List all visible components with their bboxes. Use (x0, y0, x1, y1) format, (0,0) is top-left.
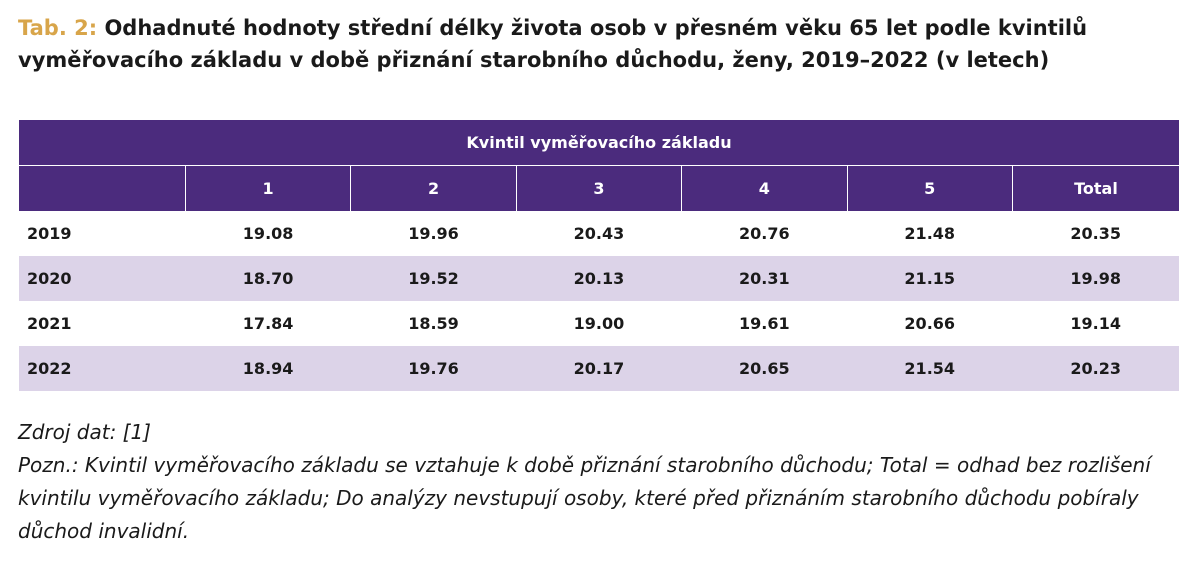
table-row: 2020 18.70 19.52 20.13 20.31 21.15 19.98 (19, 256, 1179, 301)
table-cell: 19.76 (350, 346, 517, 391)
table-row: 2021 17.84 18.59 19.00 19.61 20.66 19.14 (19, 301, 1179, 346)
table-cell: 20.35 (1070, 224, 1122, 243)
table-cell: 21.48 (904, 224, 956, 243)
column-header-row: 1 2 3 4 5 Total (19, 165, 1179, 211)
table-cell: 20.23 (1012, 346, 1179, 391)
explanatory-note: Pozn.: Kvintil vyměřovacího základu se v… (18, 453, 1151, 543)
table-cell: 18.94 (185, 346, 351, 391)
column-header-total: Total (1011, 165, 1179, 211)
group-header: Kvintil vyměřovacího základu (19, 120, 1179, 166)
table-caption: Tab. 2: Odhadnuté hodnoty střední délky … (18, 12, 1188, 76)
table-cell: 19.14 (1070, 314, 1122, 333)
table-cell: 20.65 (681, 346, 848, 391)
column-header-quintile-3: 3 (515, 165, 682, 211)
table-cell: 20.43 (573, 224, 625, 243)
source-note: Zdroj dat: [1] (18, 420, 151, 444)
column-header-quintile-1: 1 (184, 165, 351, 211)
table-cell: 18.59 (408, 314, 459, 333)
row-year: 2021 (27, 314, 72, 333)
table-cell: 17.84 (242, 314, 294, 333)
column-header-year (19, 165, 186, 211)
table-cell: 19.08 (242, 224, 294, 243)
table-cell: 21.54 (847, 346, 1013, 391)
table-row: 2022 18.94 19.76 20.17 20.65 21.54 20.23 (19, 346, 1179, 391)
column-header-quintile-4: 4 (681, 165, 848, 211)
group-header-row: Kvintil vyměřovacího základu (19, 120, 1179, 166)
table-number-label: Tab. 2: (18, 16, 98, 40)
column-header-quintile-2: 2 (350, 165, 517, 211)
table-cell: 19.61 (739, 314, 790, 333)
table-cell: 18.70 (185, 256, 351, 301)
row-year: 2020 (19, 256, 186, 301)
table-cell: 21.15 (847, 256, 1013, 301)
row-year: 2022 (19, 346, 186, 391)
table-cell: 19.52 (350, 256, 517, 301)
table-cell: 20.17 (516, 346, 682, 391)
life-expectancy-table: Kvintil vyměřovacího základu 1 2 3 4 5 T… (19, 120, 1179, 391)
table-cell: 19.96 (408, 224, 459, 243)
column-header-quintile-5: 5 (846, 165, 1013, 211)
table-cell: 19.98 (1012, 256, 1179, 301)
table-title: Odhadnuté hodnoty střední délky života o… (18, 16, 1088, 72)
table-cell: 20.66 (904, 314, 956, 333)
row-year: 2019 (27, 224, 72, 243)
table-row: 2019 19.08 19.96 20.43 20.76 21.48 20.35 (19, 211, 1179, 256)
table-cell: 20.13 (516, 256, 682, 301)
table-cell: 20.31 (681, 256, 848, 301)
table-notes: Zdroj dat: [1] Pozn.: Kvintil vyměřovací… (18, 416, 1183, 548)
table-cell: 19.00 (573, 314, 625, 333)
table-cell: 20.76 (739, 224, 790, 243)
